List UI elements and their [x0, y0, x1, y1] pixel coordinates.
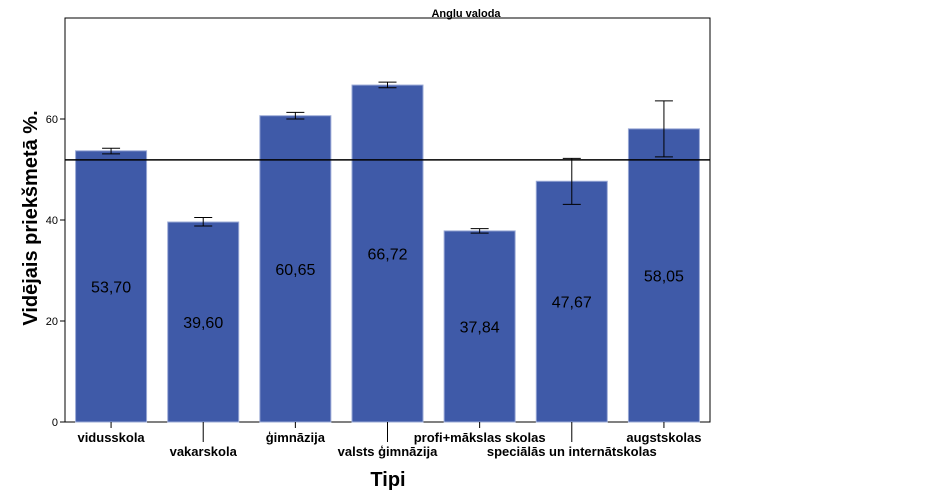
- category-label: profi+mākslas skolas: [414, 430, 546, 445]
- bar-value-label: 53,70: [91, 279, 131, 296]
- category-label: speciālās un internātskolas: [487, 444, 657, 459]
- chart-title: Anglu valoda: [431, 8, 501, 20]
- bar-value-label: 58,05: [644, 268, 684, 285]
- bar: [351, 84, 424, 423]
- category-labels-group: vidusskola vakarskola ģimnāzija valsts ģimn…: [77, 422, 702, 459]
- y-tick-label: 20: [46, 316, 58, 328]
- y-tick-label: 0: [52, 417, 58, 429]
- bar-value-label: 66,72: [367, 247, 407, 264]
- bar: [535, 180, 608, 423]
- bars-group: [75, 84, 700, 423]
- category-label: augstskolas: [626, 430, 701, 445]
- y-axis-title: Vidējais priekšmetā %.: [20, 110, 42, 325]
- bar-value-label: 47,67: [552, 295, 592, 312]
- y-tick-label: 60: [46, 114, 58, 126]
- value-labels-group: 53,70 39,60 60,65 66,72 37,84 47,67 58,05: [91, 247, 684, 337]
- bar: [443, 230, 516, 423]
- bar-value-label: 60,65: [275, 262, 315, 279]
- bar: [259, 115, 332, 423]
- bar-value-label: 39,60: [183, 315, 223, 332]
- category-label: valsts ģimnāzija: [338, 444, 438, 459]
- y-axis-ticks: 0 20 40 60: [46, 114, 65, 429]
- category-label: vidusskola: [77, 430, 145, 445]
- bar-value-label: 37,84: [460, 319, 500, 336]
- bar: [167, 221, 240, 423]
- error-bars-group: [102, 81, 673, 234]
- x-axis-title: Tipi: [370, 469, 405, 491]
- bar: [627, 128, 700, 423]
- category-label: vakarskola: [170, 444, 238, 459]
- category-label: ģimnāzija: [266, 430, 326, 445]
- y-tick-label: 40: [46, 215, 58, 227]
